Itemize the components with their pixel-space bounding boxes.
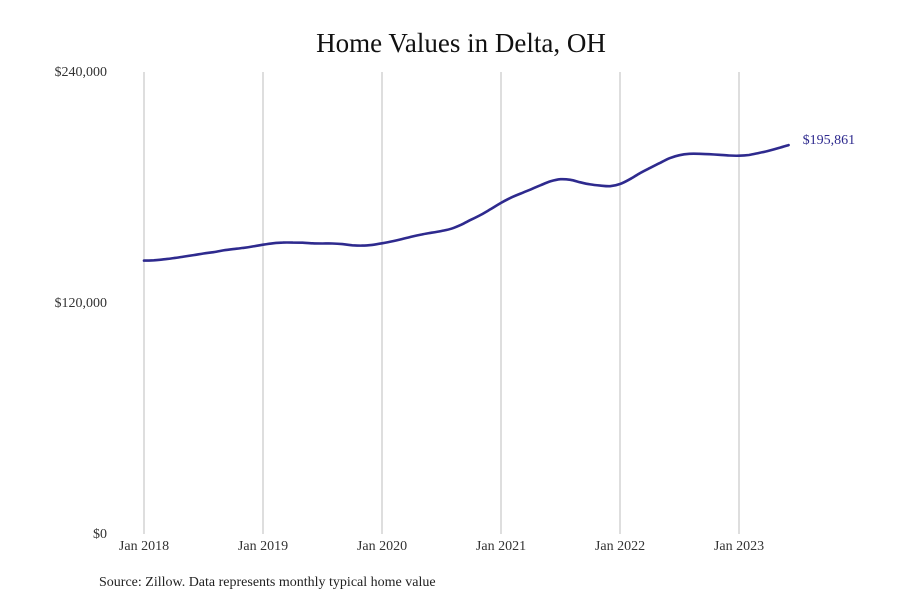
x-tick-label: Jan 2021 xyxy=(476,539,526,554)
y-tick-label: $240,000 xyxy=(55,65,108,80)
x-tick-label: Jan 2023 xyxy=(714,539,764,554)
series-line xyxy=(142,143,790,262)
y-tick-label: $0 xyxy=(93,527,107,542)
x-tick-label: Jan 2022 xyxy=(595,539,645,554)
x-tick-label: Jan 2018 xyxy=(119,539,169,554)
chart-title: Home Values in Delta, OH xyxy=(316,28,606,58)
y-axis-ticks: $0 $120,000 $240,000 xyxy=(55,65,108,542)
x-axis-ticks: Jan 2018 Jan 2019 Jan 2020 Jan 2021 Jan 2022… xyxy=(119,539,764,554)
y-tick-label: $120,000 xyxy=(55,296,108,311)
end-value-label: $195,861 xyxy=(803,133,856,148)
gridlines xyxy=(143,72,740,534)
x-tick-label: Jan 2020 xyxy=(357,539,407,554)
x-tick-label: Jan 2019 xyxy=(238,539,288,554)
source-note: Source: Zillow. Data represents monthly … xyxy=(99,575,436,590)
